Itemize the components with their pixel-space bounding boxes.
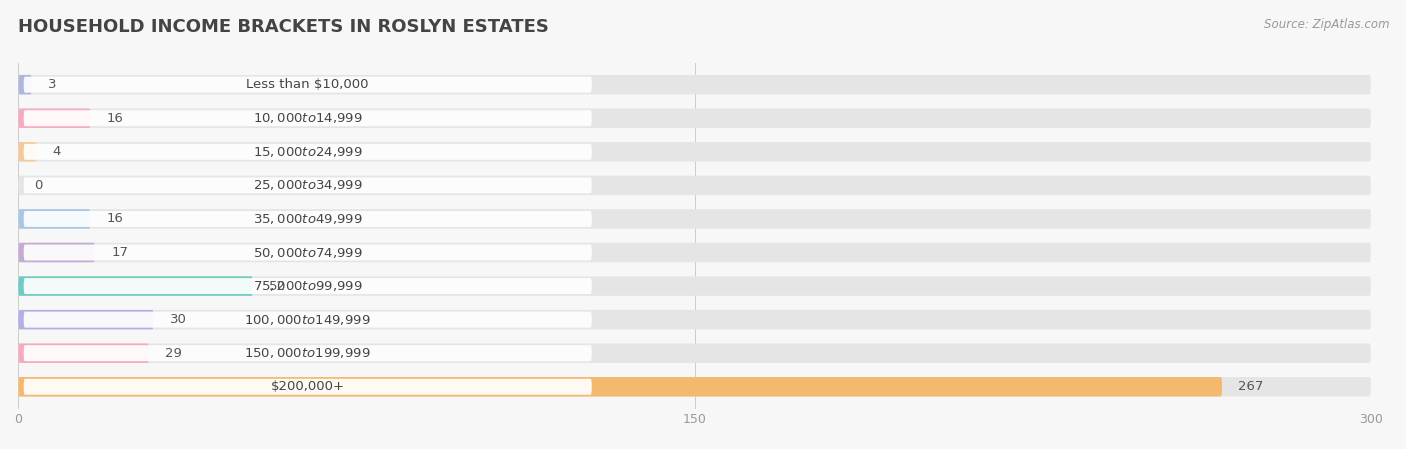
FancyBboxPatch shape [24, 110, 592, 126]
FancyBboxPatch shape [24, 245, 592, 260]
Text: 3: 3 [48, 78, 56, 91]
Text: 267: 267 [1239, 380, 1264, 393]
FancyBboxPatch shape [24, 312, 592, 328]
Text: $100,000 to $149,999: $100,000 to $149,999 [245, 313, 371, 326]
Text: $15,000 to $24,999: $15,000 to $24,999 [253, 145, 363, 159]
FancyBboxPatch shape [18, 243, 96, 262]
FancyBboxPatch shape [24, 278, 592, 294]
FancyBboxPatch shape [18, 142, 37, 162]
FancyBboxPatch shape [18, 209, 1371, 229]
Text: 0: 0 [35, 179, 44, 192]
FancyBboxPatch shape [24, 211, 592, 227]
FancyBboxPatch shape [18, 176, 1371, 195]
FancyBboxPatch shape [24, 144, 592, 160]
FancyBboxPatch shape [24, 177, 592, 194]
FancyBboxPatch shape [18, 377, 1222, 396]
FancyBboxPatch shape [18, 377, 1371, 396]
Text: 17: 17 [111, 246, 128, 259]
FancyBboxPatch shape [18, 310, 1371, 330]
FancyBboxPatch shape [18, 109, 1371, 128]
Text: Source: ZipAtlas.com: Source: ZipAtlas.com [1264, 18, 1389, 31]
Text: 52: 52 [269, 280, 285, 293]
FancyBboxPatch shape [24, 379, 592, 395]
Text: $25,000 to $34,999: $25,000 to $34,999 [253, 178, 363, 192]
FancyBboxPatch shape [18, 310, 153, 330]
FancyBboxPatch shape [18, 109, 90, 128]
FancyBboxPatch shape [24, 345, 592, 361]
Text: $150,000 to $199,999: $150,000 to $199,999 [245, 346, 371, 360]
Text: $200,000+: $200,000+ [271, 380, 344, 393]
Text: 29: 29 [166, 347, 183, 360]
Text: $75,000 to $99,999: $75,000 to $99,999 [253, 279, 363, 293]
FancyBboxPatch shape [18, 142, 1371, 162]
FancyBboxPatch shape [18, 276, 253, 296]
FancyBboxPatch shape [18, 276, 1371, 296]
FancyBboxPatch shape [18, 343, 1371, 363]
Text: 16: 16 [107, 112, 124, 125]
FancyBboxPatch shape [18, 243, 1371, 262]
Text: $50,000 to $74,999: $50,000 to $74,999 [253, 246, 363, 260]
Text: $10,000 to $14,999: $10,000 to $14,999 [253, 111, 363, 125]
Text: Less than $10,000: Less than $10,000 [246, 78, 368, 91]
FancyBboxPatch shape [18, 75, 1371, 94]
FancyBboxPatch shape [18, 209, 90, 229]
Text: $35,000 to $49,999: $35,000 to $49,999 [253, 212, 363, 226]
FancyBboxPatch shape [24, 77, 592, 92]
Text: HOUSEHOLD INCOME BRACKETS IN ROSLYN ESTATES: HOUSEHOLD INCOME BRACKETS IN ROSLYN ESTA… [18, 18, 550, 36]
Text: 16: 16 [107, 212, 124, 225]
FancyBboxPatch shape [18, 343, 149, 363]
FancyBboxPatch shape [18, 75, 32, 94]
Text: 30: 30 [170, 313, 187, 326]
Text: 4: 4 [52, 145, 60, 158]
